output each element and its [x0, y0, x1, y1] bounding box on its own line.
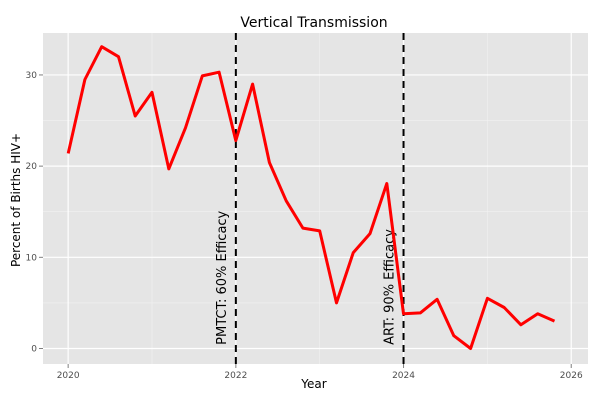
y-axis-label: Percent of Births HIV+ — [9, 133, 23, 267]
x-tick-label: 2024 — [392, 371, 415, 381]
x-tick-label: 2020 — [57, 371, 80, 381]
x-axis-label: Year — [300, 377, 326, 391]
grid-minor — [43, 33, 588, 364]
annotation-label: PMTCT: 60% Efficacy — [215, 210, 230, 344]
annotations: PMTCT: 60% Efficacy ART: 90% Efficacy — [215, 33, 405, 364]
y-tick-label: 20 — [26, 162, 38, 172]
x-axis-ticks: 2020 2022 2024 2026 — [57, 364, 583, 381]
annotation-label: ART: 90% Efficacy — [383, 229, 398, 345]
y-tick-label: 30 — [26, 71, 38, 81]
y-tick-label: 10 — [26, 253, 38, 263]
x-tick-label: 2026 — [560, 371, 583, 381]
chart-title: Vertical Transmission — [240, 15, 387, 31]
series-line — [66, 45, 556, 350]
x-tick-label: 2022 — [224, 371, 247, 381]
grid-major — [43, 33, 588, 364]
plot-panel — [43, 33, 588, 364]
y-axis-ticks: 0 10 20 30 — [26, 71, 43, 354]
y-tick-label: 0 — [31, 344, 37, 354]
